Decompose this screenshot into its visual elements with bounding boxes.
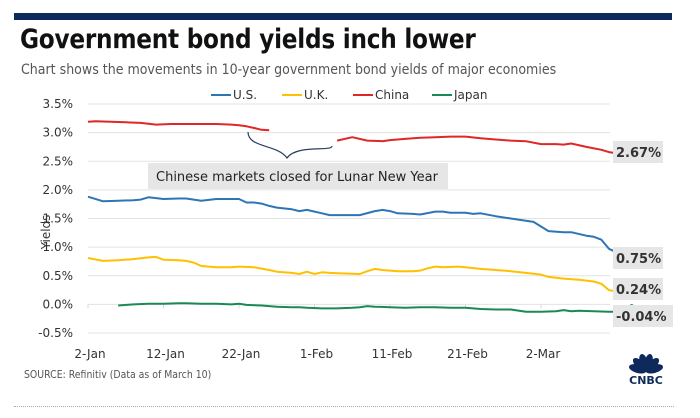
legend-label: China bbox=[375, 88, 409, 102]
y-tick-label: 0.5% bbox=[43, 269, 74, 283]
y-tick-label: 3.0% bbox=[43, 126, 74, 140]
chart-subtitle: Chart shows the movements in 10-year gov… bbox=[21, 62, 557, 78]
end-label-bg bbox=[613, 278, 663, 300]
legend-label: Japan bbox=[453, 88, 487, 102]
x-tick-label: 12-Jan bbox=[146, 347, 185, 361]
end-label-us: 0.75% bbox=[613, 247, 663, 269]
brace-icon bbox=[247, 131, 333, 160]
series-lines bbox=[87, 120, 635, 313]
legend-label: U.S. bbox=[233, 88, 257, 102]
bottom-divider bbox=[14, 406, 674, 407]
y-tick-label: 0.0% bbox=[43, 297, 74, 311]
x-tick-label: 22-Jan bbox=[222, 347, 261, 361]
y-axis: -0.5% 0.0% 0.5% 1.0% 1.5% 2.0% 2.5% 3.0% 3.5% bbox=[38, 97, 73, 340]
legend-item-us: U.S. bbox=[211, 88, 257, 102]
x-tick-label: 2-Mar bbox=[526, 347, 561, 361]
annotation-lunar-new-year: Chinese markets closed for Lunar New Yea… bbox=[148, 131, 448, 189]
annotation-text: Chinese markets closed for Lunar New Yea… bbox=[156, 170, 439, 185]
top-accent-bar bbox=[14, 13, 672, 20]
gridlines bbox=[88, 103, 610, 334]
legend: U.S. U.K. China Japan bbox=[211, 88, 487, 102]
legend-label: U.K. bbox=[304, 88, 328, 102]
end-label-text: 0.75% bbox=[616, 252, 661, 267]
cnbc-logo-text: CNBC bbox=[629, 374, 663, 386]
end-label-text: 2.67% bbox=[616, 146, 661, 161]
y-tick-label: 1.5% bbox=[43, 212, 74, 226]
series-line-china bbox=[87, 120, 270, 132]
end-labels: 0.75% 0.24% 2.67% -0.04% bbox=[613, 141, 673, 327]
x-tick-label: 1-Feb bbox=[300, 347, 333, 361]
series-line-uk bbox=[87, 255, 632, 294]
end-label-japan: -0.04% bbox=[613, 305, 673, 327]
y-axis-title: Yields bbox=[39, 215, 53, 251]
end-label-bg bbox=[613, 141, 663, 163]
end-label-bg bbox=[613, 247, 663, 269]
series-line-china bbox=[336, 135, 632, 156]
y-tick-label: 1.0% bbox=[43, 240, 74, 254]
y-tick-label: -0.5% bbox=[38, 326, 73, 340]
end-label-china: 2.67% bbox=[613, 141, 663, 163]
y-tick-label: 3.5% bbox=[43, 97, 74, 111]
chart-title: Government bond yields inch lower bbox=[20, 24, 476, 55]
end-label-text: 0.24% bbox=[616, 283, 661, 298]
series-line-us bbox=[87, 195, 633, 263]
x-tick-label: 2-Jan bbox=[74, 347, 105, 361]
y-tick-label: 2.0% bbox=[43, 183, 74, 197]
legend-item-uk: U.K. bbox=[282, 88, 328, 102]
end-label-bg bbox=[613, 305, 673, 327]
x-tick-label: 21-Feb bbox=[447, 347, 488, 361]
source-note: SOURCE: Refinitiv (Data as of March 10) bbox=[24, 368, 212, 381]
x-axis: 2-Jan 12-Jan 22-Jan 1-Feb 11-Feb 21-Feb 2-Mar bbox=[74, 304, 560, 361]
end-label-uk: 0.24% bbox=[613, 278, 663, 300]
end-label-text: -0.04% bbox=[616, 310, 667, 325]
series-line-japan bbox=[118, 302, 633, 313]
nbc-peacock-icon: CNBC bbox=[629, 354, 663, 386]
y-tick-label: 2.5% bbox=[43, 154, 74, 168]
legend-item-china: China bbox=[353, 88, 409, 102]
annotation-box bbox=[148, 163, 448, 189]
x-tick-label: 11-Feb bbox=[372, 347, 413, 361]
peacock-feather bbox=[645, 364, 663, 374]
legend-item-japan: Japan bbox=[432, 88, 487, 102]
